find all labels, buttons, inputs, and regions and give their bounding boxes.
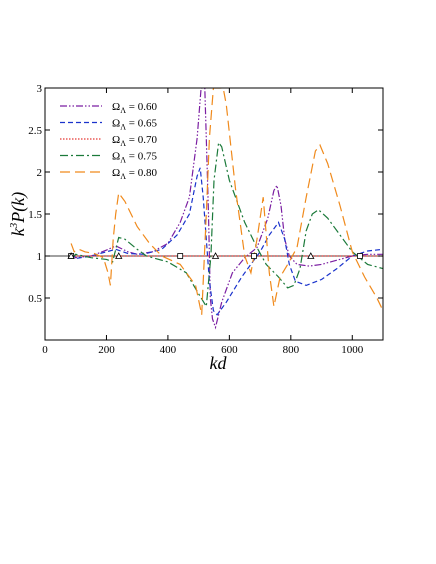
legend-label-4: ΩΛ = 0.80 [112,167,157,181]
legend-label-2: ΩΛ = 0.70 [112,134,157,148]
y-tick-label-4: 2.5 [28,125,42,137]
y-tick-label-5: 3 [37,83,43,95]
y-tick-label-0: 0.5 [28,293,42,305]
triangle-marker-3 [307,252,315,259]
x-tick-label-5: 1000 [341,344,364,356]
triangle-marker-1 [115,252,123,259]
series-line-4 [70,88,383,315]
legend-label-1: ΩΛ = 0.65 [112,118,157,132]
y-axis-title-exponent: 3 [8,222,20,229]
legend-label-0: ΩΛ = 0.60 [112,101,157,115]
tick-layer: 0 200 400 600 800 1000 0.5 1 1.5 2 2.5 3 [28,83,383,356]
legend: ΩΛ = 0.60 ΩΛ = 0.65 ΩΛ = 0.70 ΩΛ = 0.75 ΩΛ =… [60,101,157,181]
series-line-3 [70,141,383,309]
square-marker-3 [357,253,363,259]
x-tick-label-3: 600 [221,344,238,356]
x-tick-label-4: 800 [283,344,300,356]
x-tick-label-1: 200 [98,344,115,356]
plot-frame [44,87,384,341]
triangle-marker-2 [211,252,220,259]
y-axis-title-rest: P(k) [8,192,29,224]
square-marker-2 [251,253,257,259]
square-marker-1 [177,253,184,259]
y-tick-label-1: 1 [37,251,43,263]
y-axis-title: k3P(k) [8,192,29,236]
marker-layer [67,252,363,259]
triangle-marker-0 [67,252,75,259]
y-tick-label-3: 2 [37,167,43,179]
y-axis-title-k: k [8,227,28,236]
x-tick-label-0: 0 [42,344,48,356]
x-axis-title: kd [210,353,228,373]
series-layer [45,88,383,330]
legend-label-3: ΩΛ = 0.75 [112,151,157,165]
y-tick-label-2: 1.5 [28,209,42,221]
x-tick-label-2: 400 [160,344,177,356]
